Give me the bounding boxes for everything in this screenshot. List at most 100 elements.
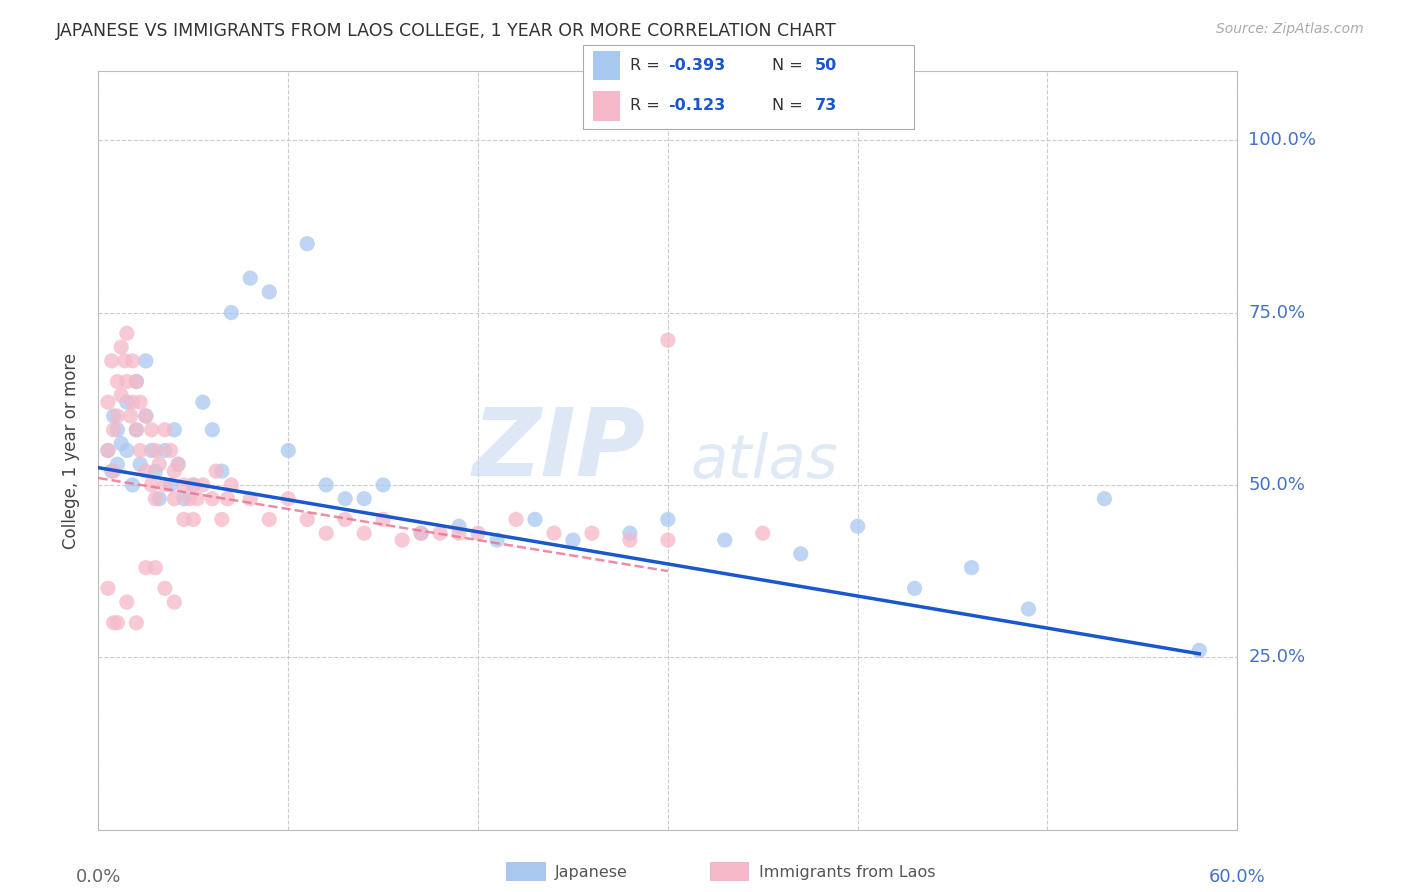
Point — [1094, 491, 1116, 506]
Point — [121, 478, 143, 492]
Text: Source: ZipAtlas.com: Source: ZipAtlas.com — [1216, 22, 1364, 37]
Point — [103, 423, 125, 437]
Point — [167, 457, 190, 471]
Point — [129, 457, 152, 471]
Point — [163, 595, 186, 609]
Point — [97, 443, 120, 458]
Point — [449, 526, 471, 541]
Point — [221, 478, 243, 492]
Point — [115, 326, 138, 341]
Point — [141, 443, 163, 458]
Point — [125, 423, 148, 437]
Point — [163, 464, 186, 478]
Text: atlas: atlas — [690, 433, 838, 491]
Point — [183, 478, 205, 492]
Point — [141, 478, 163, 492]
Point — [159, 478, 181, 492]
Point — [153, 478, 176, 492]
Text: JAPANESE VS IMMIGRANTS FROM LAOS COLLEGE, 1 YEAR OR MORE CORRELATION CHART: JAPANESE VS IMMIGRANTS FROM LAOS COLLEGE… — [56, 22, 837, 40]
Point — [429, 526, 451, 541]
Text: 50: 50 — [815, 58, 837, 73]
Text: Immigrants from Laos: Immigrants from Laos — [759, 865, 936, 880]
Point — [121, 395, 143, 409]
Point — [167, 457, 190, 471]
Point — [524, 512, 547, 526]
Point — [107, 423, 129, 437]
Point — [159, 443, 181, 458]
Point — [371, 512, 394, 526]
Point — [129, 395, 152, 409]
Point — [135, 354, 157, 368]
Point — [353, 491, 375, 506]
Point — [135, 409, 157, 423]
Point — [205, 464, 228, 478]
Point — [145, 491, 167, 506]
Point — [115, 595, 138, 609]
Point — [125, 615, 148, 630]
Point — [191, 395, 214, 409]
Point — [752, 526, 775, 541]
Point — [259, 512, 281, 526]
Point — [297, 236, 319, 251]
Text: R =: R = — [630, 58, 665, 73]
Point — [657, 333, 679, 347]
Point — [239, 271, 262, 285]
Point — [121, 354, 143, 368]
FancyBboxPatch shape — [710, 862, 749, 881]
Point — [125, 375, 148, 389]
Point — [904, 582, 927, 596]
Point — [1018, 602, 1040, 616]
Point — [353, 526, 375, 541]
FancyBboxPatch shape — [506, 862, 546, 881]
Point — [148, 457, 170, 471]
Point — [259, 285, 281, 299]
Y-axis label: College, 1 year or more: College, 1 year or more — [62, 352, 80, 549]
Point — [115, 443, 138, 458]
Point — [135, 409, 157, 423]
Point — [153, 423, 176, 437]
Point — [467, 526, 489, 541]
Point — [335, 512, 357, 526]
Point — [714, 533, 737, 547]
FancyBboxPatch shape — [593, 51, 620, 80]
Point — [846, 519, 869, 533]
Point — [186, 491, 208, 506]
Point — [217, 491, 239, 506]
Point — [183, 478, 205, 492]
Point — [486, 533, 509, 547]
Text: N =: N = — [772, 98, 807, 112]
Point — [505, 512, 527, 526]
Text: 0.0%: 0.0% — [76, 869, 121, 887]
Point — [211, 512, 233, 526]
Point — [97, 443, 120, 458]
Point — [163, 423, 186, 437]
Point — [790, 547, 813, 561]
Text: R =: R = — [630, 98, 665, 112]
Point — [145, 443, 167, 458]
Point — [129, 443, 152, 458]
Text: 25.0%: 25.0% — [1249, 648, 1306, 666]
Text: -0.123: -0.123 — [668, 98, 725, 112]
FancyBboxPatch shape — [593, 91, 620, 120]
Text: N =: N = — [772, 58, 807, 73]
Point — [115, 375, 138, 389]
Point — [335, 491, 357, 506]
Text: -0.393: -0.393 — [668, 58, 725, 73]
Point — [153, 582, 176, 596]
Point — [277, 443, 299, 458]
Point — [960, 560, 983, 574]
Point — [110, 436, 132, 450]
Point — [239, 491, 262, 506]
Text: ZIP: ZIP — [472, 404, 645, 497]
Point — [179, 491, 201, 506]
Point — [581, 526, 603, 541]
Point — [114, 354, 136, 368]
Point — [135, 464, 157, 478]
Point — [315, 526, 337, 541]
Point — [173, 491, 195, 506]
Point — [110, 388, 132, 402]
Point — [183, 512, 205, 526]
Point — [97, 582, 120, 596]
Point — [201, 423, 224, 437]
Point — [103, 409, 125, 423]
